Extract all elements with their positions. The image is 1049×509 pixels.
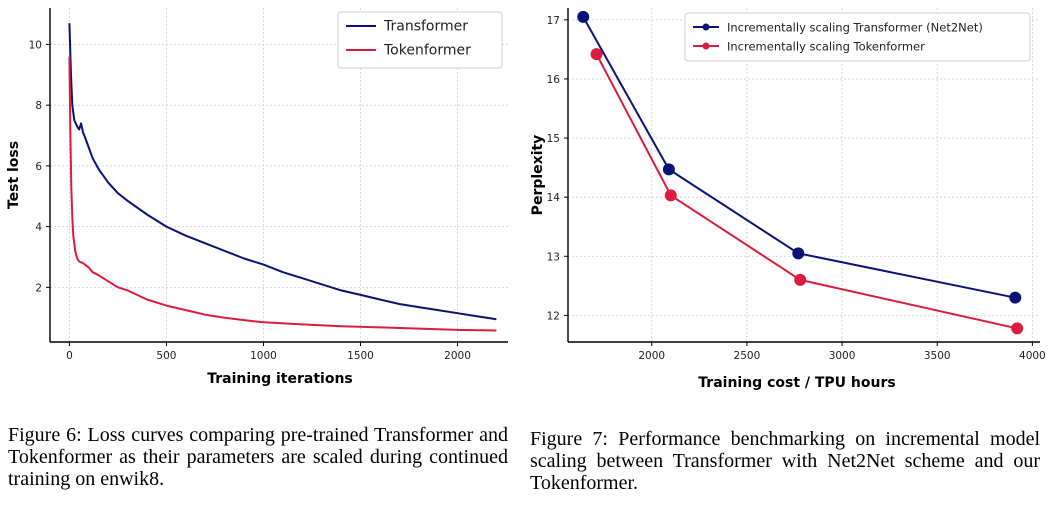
legend: Transformer Tokenformer: [337, 11, 503, 69]
y-tick-label: 6: [35, 161, 42, 173]
perplexity-chart: 2000 2500 3000 3500 4000 12 13 14 15 16 17 Training…: [530, 8, 1046, 391]
series-line-2: [595, 53, 1018, 330]
series-point: [577, 10, 590, 23]
loss-curve-chart: 0 500 1000 1500 2000 2 4 6 8 10 Training iteration…: [6, 8, 508, 387]
legend-marker: [702, 23, 710, 31]
figure-7-caption: Figure 7: Performance benchmarking on in…: [530, 428, 1040, 494]
x-tick-label: 500: [156, 350, 176, 362]
x-tick-label: 0: [66, 350, 73, 362]
y-axis-label: Perplexity: [530, 135, 546, 216]
series-line-2: [68, 56, 497, 332]
y-tick-label: 12: [547, 310, 560, 322]
series-point: [664, 189, 677, 202]
series-point: [794, 273, 807, 286]
x-tick-label: 1000: [250, 350, 277, 362]
series-point: [1011, 322, 1024, 335]
y-tick-label: 16: [547, 74, 561, 86]
y-tick-label: 4: [35, 222, 42, 234]
x-axis-label: Training cost / TPU hours: [698, 375, 895, 391]
legend-box: [684, 12, 1031, 62]
y-tick-label: 2: [35, 282, 42, 294]
legend-entry: Tokenformer: [383, 43, 471, 59]
legend-marker: [702, 42, 710, 50]
legend-entry: Incrementally scaling Tokenformer: [727, 40, 925, 54]
legend-entry: Transformer: [383, 19, 468, 35]
series-line-1: [68, 23, 497, 321]
legend: Incrementally scaling Transformer (Net2N…: [684, 12, 1031, 62]
x-tick-label: 2000: [444, 350, 471, 362]
y-tick-label: 10: [29, 39, 42, 51]
x-axis-label: Training iterations: [207, 371, 353, 387]
x-tick-label: 3000: [829, 350, 856, 362]
series-point: [590, 48, 603, 61]
grid: [50, 8, 508, 342]
series-point: [662, 163, 675, 176]
x-tick-label: 1500: [347, 350, 374, 362]
y-axis-label: Test loss: [6, 141, 22, 209]
y-tick-label: 17: [547, 15, 560, 27]
x-tick-label: 2000: [638, 350, 665, 362]
x-tick-label: 3500: [924, 350, 951, 362]
legend-entry: Incrementally scaling Transformer (Net2N…: [727, 21, 983, 35]
y-tick-label: 8: [35, 100, 42, 112]
series-line-1: [582, 16, 1016, 299]
series-point: [792, 247, 805, 260]
legend-box: [337, 11, 503, 69]
x-tick-label: 4000: [1019, 350, 1046, 362]
y-tick-label: 13: [547, 251, 560, 263]
x-tick-label: 2500: [734, 350, 761, 362]
y-tick-label: 15: [547, 133, 560, 145]
series-point: [1009, 291, 1022, 304]
figure-6-caption: Figure 6: Loss curves comparing pre-trai…: [8, 424, 508, 490]
y-tick-label: 14: [547, 192, 561, 204]
